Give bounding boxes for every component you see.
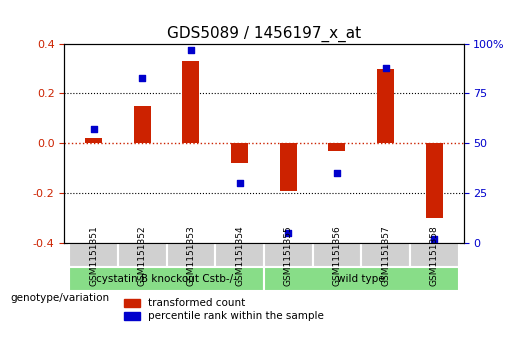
Text: GSM1151351: GSM1151351 [89,225,98,286]
Text: GSM1151357: GSM1151357 [381,225,390,286]
Bar [182,61,199,143]
FancyBboxPatch shape [118,243,166,267]
Bar [85,138,102,143]
Point [187,46,195,52]
Bar [280,143,297,191]
FancyBboxPatch shape [215,243,264,267]
Bar [377,69,394,143]
Bar [124,312,140,320]
FancyBboxPatch shape [264,243,313,267]
FancyBboxPatch shape [264,267,459,291]
Point [284,230,293,236]
Text: cystatin B knockout Cstb-/-: cystatin B knockout Cstb-/- [96,274,237,284]
Bar [231,143,248,163]
Text: GSM1151355: GSM1151355 [284,225,293,286]
Point [333,171,341,176]
FancyBboxPatch shape [362,243,410,267]
Point [430,236,438,242]
Text: GSM1151353: GSM1151353 [186,225,195,286]
Point [382,65,390,70]
Point [235,180,244,186]
Text: transformed count: transformed count [148,298,246,308]
FancyBboxPatch shape [166,243,215,267]
Text: wild type: wild type [337,274,385,284]
Bar [124,299,140,307]
FancyBboxPatch shape [69,267,264,291]
FancyBboxPatch shape [410,243,459,267]
Bar [426,143,443,218]
FancyBboxPatch shape [69,243,118,267]
Text: GSM1151356: GSM1151356 [333,225,341,286]
Text: GSM1151352: GSM1151352 [138,225,147,286]
Text: GSM1151354: GSM1151354 [235,225,244,286]
Text: genotype/variation: genotype/variation [10,293,109,303]
Title: GDS5089 / 1456197_x_at: GDS5089 / 1456197_x_at [167,26,361,42]
FancyBboxPatch shape [313,243,362,267]
Point [90,127,98,132]
Bar [329,143,346,151]
Bar [134,106,151,143]
Text: percentile rank within the sample: percentile rank within the sample [148,311,324,321]
Text: GSM1151358: GSM1151358 [430,225,439,286]
Point [138,74,146,80]
